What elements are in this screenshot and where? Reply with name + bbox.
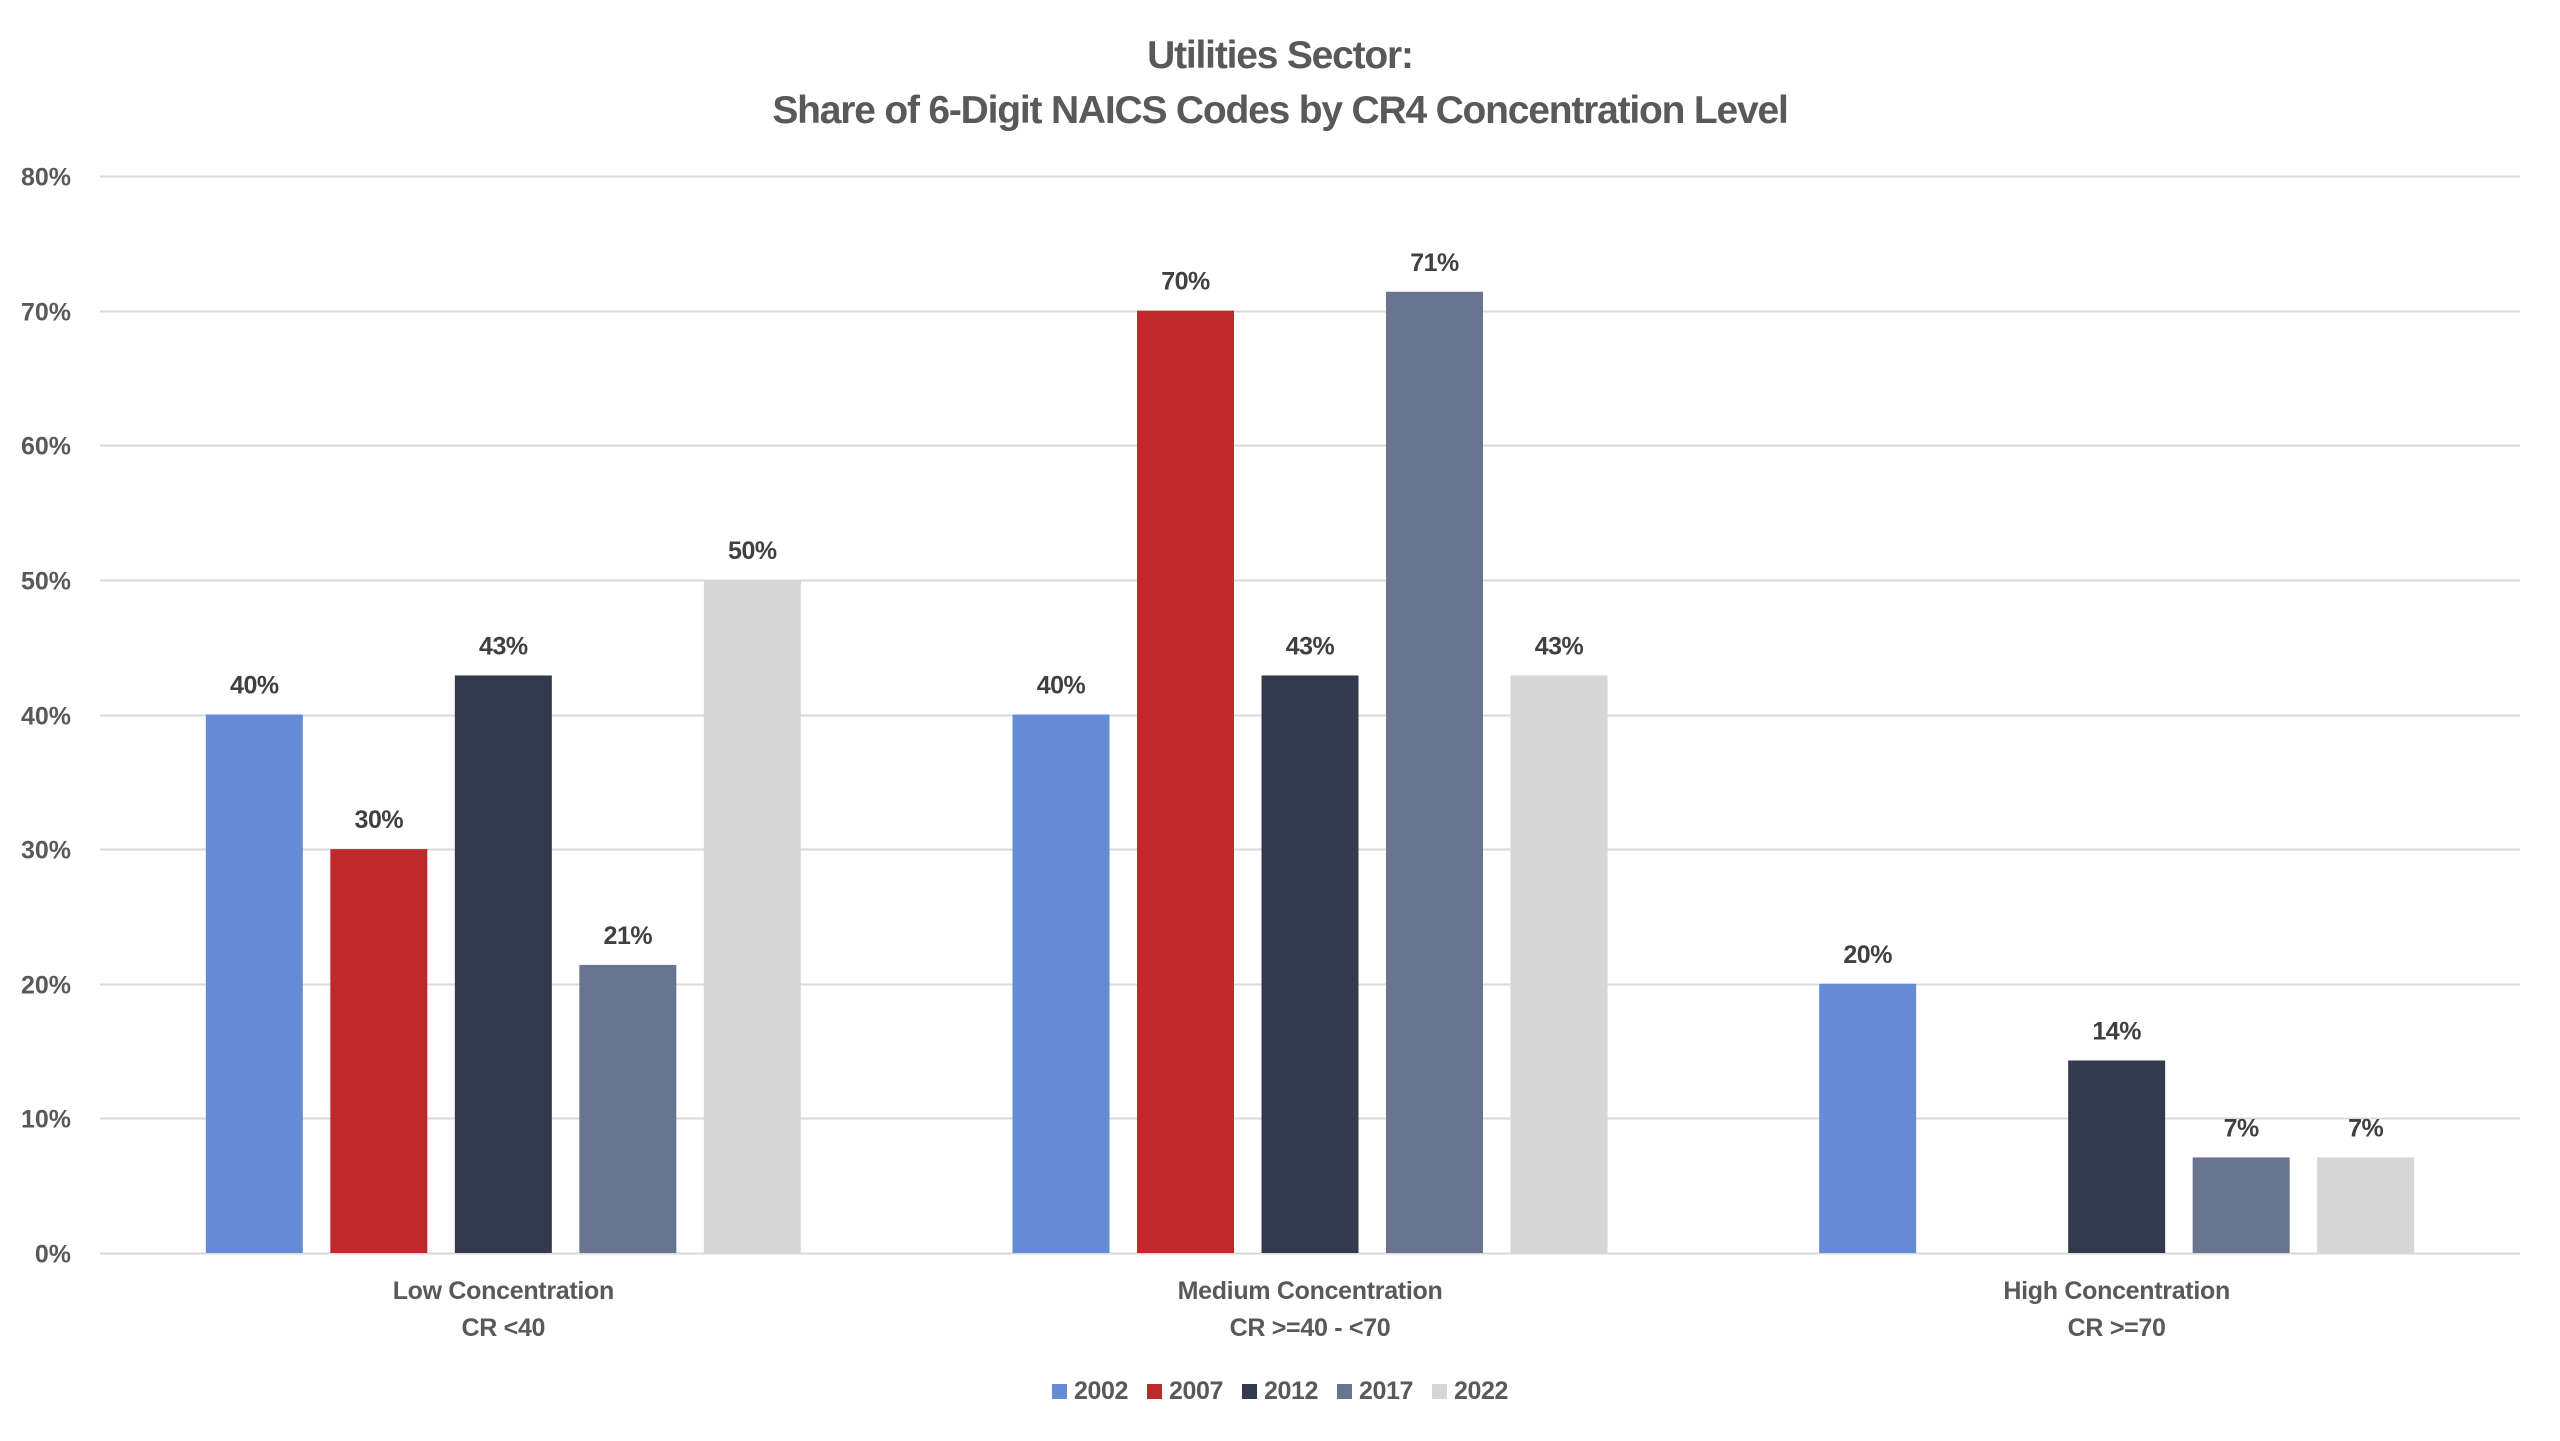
- x-axis-labels: Low Concentration CR <40 Medium Concentrat…: [393, 1277, 2231, 1342]
- chart-subtitle: Share of 6-Digit NAICS Codes by CR4 Conc…: [772, 89, 1789, 132]
- data-label: 14%: [2092, 1017, 2141, 1045]
- legend-item-2017: 2017: [1337, 1376, 1413, 1406]
- data-label: 30%: [355, 806, 404, 834]
- bar-2002: [1819, 983, 1917, 1253]
- x-category-label: Medium Concentration: [1178, 1277, 1443, 1305]
- y-tick-label: 20%: [21, 972, 71, 1000]
- legend-swatch: [1051, 1383, 1067, 1399]
- y-axis-ticks: 0% 10% 20% 30% 40% 50% 60% 70% 80%: [21, 164, 71, 1269]
- x-category-label: High Concentration: [2003, 1277, 2230, 1305]
- bar-2022: [2317, 1157, 2415, 1253]
- data-label: 50%: [728, 537, 777, 565]
- x-category-label: Low Concentration: [393, 1277, 614, 1305]
- bar-2007: [330, 849, 428, 1253]
- y-tick-label: 0%: [35, 1241, 71, 1269]
- bar-2012: [2068, 1060, 2166, 1253]
- legend-label: 2022: [1454, 1377, 1509, 1405]
- legend-item-2007: 2007: [1146, 1376, 1223, 1406]
- bar-2002: [205, 714, 303, 1253]
- legend-label: 2017: [1359, 1377, 1414, 1405]
- x-category-sublabel: CR <40: [461, 1314, 545, 1342]
- data-label: 70%: [1161, 268, 1210, 296]
- bar-2022: [1510, 675, 1608, 1253]
- legend-item-2022: 2022: [1432, 1376, 1508, 1406]
- bars: [205, 291, 2415, 1254]
- legend-label: 2007: [1168, 1377, 1223, 1405]
- bar-2017: [579, 964, 677, 1253]
- legend-label: 2002: [1073, 1377, 1128, 1405]
- legend-label: 2012: [1263, 1377, 1318, 1405]
- data-label: 21%: [604, 922, 653, 950]
- bar-2017: [2192, 1157, 2290, 1253]
- data-labels: 40% 30% 43% 21% 50% 40% 70% 43% 71% 43% 20% 14% 7% 7%: [230, 249, 2384, 1143]
- data-label: 43%: [1535, 632, 1584, 660]
- legend-swatch: [1337, 1383, 1352, 1399]
- bar-2007: [1137, 310, 1234, 1253]
- data-label: 20%: [1843, 941, 1892, 969]
- data-label: 7%: [2224, 1114, 2259, 1142]
- data-label: 7%: [2348, 1114, 2383, 1142]
- data-label: 43%: [479, 632, 528, 660]
- chart-title-line1: Utilities Sector:: [1147, 34, 1414, 77]
- bar-2002: [1012, 714, 1110, 1253]
- y-tick-label: 80%: [21, 164, 71, 192]
- legend-item-2012: 2012: [1241, 1376, 1318, 1406]
- legend-item-2002: 2002: [1051, 1376, 1128, 1406]
- legend: 2002 2007 2012 2017 2022: [0, 1376, 2560, 1406]
- y-tick-label: 50%: [21, 568, 71, 596]
- legend-swatch: [1432, 1383, 1448, 1399]
- legend-swatch: [1146, 1383, 1162, 1399]
- y-tick-label: 10%: [21, 1106, 71, 1134]
- y-tick-label: 30%: [21, 837, 71, 865]
- bar-2017: [1386, 291, 1483, 1254]
- data-label: 71%: [1410, 249, 1459, 277]
- y-tick-label: 60%: [21, 433, 71, 461]
- data-label: 40%: [230, 672, 279, 700]
- bar-2012: [1261, 675, 1359, 1253]
- chart-title: Utilities Sector: Share of 6-Digit NAICS…: [0, 28, 2560, 138]
- x-category-sublabel: CR >=70: [2068, 1314, 2166, 1342]
- bar-2022: [703, 579, 801, 1253]
- x-category-sublabel: CR >=40 - <70: [1230, 1314, 1391, 1342]
- data-label: 40%: [1037, 672, 1086, 700]
- data-label: 43%: [1286, 632, 1335, 660]
- y-tick-label: 70%: [21, 299, 71, 327]
- legend-swatch: [1241, 1383, 1257, 1399]
- bar-2012: [454, 675, 552, 1253]
- y-tick-label: 40%: [21, 703, 71, 731]
